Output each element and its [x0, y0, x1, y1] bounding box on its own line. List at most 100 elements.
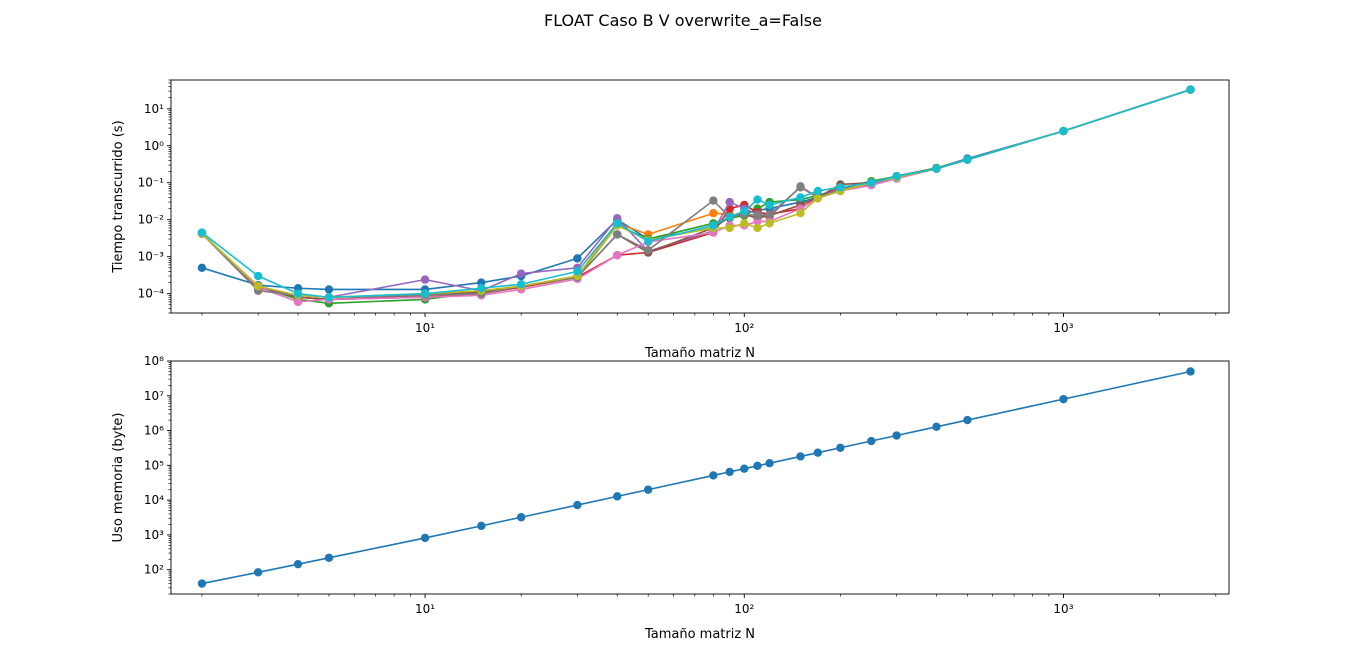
x-tick-label: 10² [734, 602, 754, 616]
series-9 [197, 85, 1195, 302]
data-point [753, 195, 762, 204]
data-point [516, 269, 526, 278]
data-point [753, 223, 762, 233]
y-tick-label: 10² [144, 563, 164, 577]
data-point [1186, 85, 1195, 94]
data-point [643, 485, 653, 494]
x-tick-label: 10¹ [415, 602, 435, 616]
series-4 [197, 85, 1195, 304]
data-point [740, 219, 749, 228]
series-3 [197, 85, 1195, 308]
figure-title: FLOAT Caso B V overwrite_a=False [544, 11, 822, 30]
data-point [709, 471, 718, 480]
data-point [613, 492, 622, 501]
series-line [201, 88, 1191, 299]
y-tick-label: 10⁵ [144, 458, 164, 472]
data-point [753, 461, 762, 471]
data-point [643, 237, 653, 246]
memory-chart: 10¹ 10² 10³ 10² 10³ 10⁴ 10⁵ 10⁶ 10⁷ 10⁸ Tamaño mat… [111, 354, 1230, 642]
y-tick-label: 10⁻² [138, 213, 165, 227]
data-point [892, 431, 901, 440]
data-point [796, 183, 805, 192]
y-tick-label: 10⁴ [144, 493, 164, 507]
x-axis-label: Tamaño matriz N [644, 346, 755, 361]
series-1 [197, 367, 1195, 588]
data-point [932, 164, 941, 173]
series-10 [197, 85, 1195, 302]
data-point [867, 436, 876, 446]
series-6 [197, 85, 1195, 304]
x-tick-label: 10³ [1053, 321, 1073, 335]
data-point [796, 452, 805, 461]
data-point [253, 568, 263, 577]
data-point [725, 197, 734, 207]
data-point [573, 500, 582, 510]
data-point [892, 172, 901, 181]
series-line [201, 88, 1191, 303]
data-point [253, 281, 263, 291]
time-chart: 10¹ 10² 10³ 10⁻⁴ 10⁻³ 10⁻² 10⁻¹ 10⁰ 10¹ Tamaño ma… [111, 79, 1230, 361]
data-point [765, 219, 774, 228]
data-point [293, 297, 303, 307]
y-tick-label: 10⁰ [144, 139, 164, 153]
series-line [201, 88, 1191, 299]
data-point [573, 267, 582, 276]
x-tick-label: 10³ [1053, 602, 1073, 616]
data-point [1186, 367, 1195, 376]
data-point [253, 271, 263, 281]
data-point [740, 206, 749, 216]
data-point [836, 183, 845, 192]
x-tick-label: 10¹ [415, 321, 435, 335]
data-point [197, 263, 207, 273]
data-point [197, 228, 207, 237]
y-tick-label: 10⁷ [144, 389, 164, 403]
series-2 [197, 85, 1195, 304]
data-point [813, 194, 823, 203]
data-point [420, 289, 430, 298]
y-tick-label: 10⁻¹ [138, 176, 165, 190]
data-point [796, 193, 805, 202]
data-point [765, 210, 774, 219]
data-point [765, 200, 774, 210]
data-point [725, 212, 734, 221]
axes-frame [170, 360, 1230, 595]
data-point [709, 221, 718, 230]
data-point [643, 245, 653, 255]
y-tick-label: 10³ [144, 528, 164, 542]
data-point [765, 459, 774, 468]
data-point [197, 579, 207, 588]
data-point [573, 254, 582, 263]
series-line [201, 88, 1191, 301]
series-5 [197, 85, 1195, 302]
series-line [201, 88, 1191, 301]
axes-frame [170, 79, 1230, 314]
data-point [813, 186, 823, 196]
series-line [201, 88, 1191, 299]
series-line [201, 370, 1191, 585]
data-point [753, 217, 762, 226]
series-7 [197, 85, 1195, 307]
data-point [725, 467, 734, 477]
data-point [613, 219, 622, 228]
series-line [201, 88, 1191, 291]
data-point [1059, 126, 1068, 136]
y-tick-label: 10⁻⁴ [138, 287, 165, 301]
x-tick-label: 10² [734, 321, 754, 335]
y-tick-label: 10¹ [144, 102, 164, 116]
data-point [836, 443, 845, 452]
data-point [963, 415, 972, 425]
y-axis-label: Uso memoria (byte) [111, 413, 126, 543]
data-point [324, 553, 334, 562]
series-line [201, 88, 1191, 301]
data-point [796, 208, 805, 218]
y-tick-label: 10⁸ [144, 354, 164, 368]
data-point [613, 230, 622, 239]
data-point [813, 448, 823, 457]
data-point [932, 422, 941, 432]
data-point [420, 533, 430, 543]
data-point [740, 464, 749, 473]
data-point [753, 211, 762, 220]
data-point [963, 155, 972, 164]
data-point [709, 196, 718, 205]
